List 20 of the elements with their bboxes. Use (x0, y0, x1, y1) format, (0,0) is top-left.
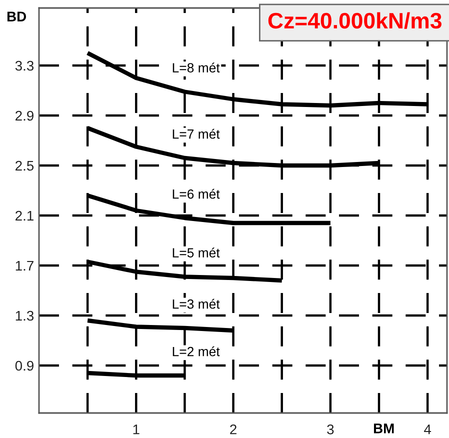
y-tick-label: 2.9 (16, 110, 34, 121)
y-tick-label: 1.3 (16, 310, 34, 321)
x-tick-label: 4 (424, 424, 432, 434)
x-tick-label: 2 (230, 424, 236, 434)
series-label: L=2 mét (172, 346, 220, 356)
y-axis-title: BD (7, 12, 26, 22)
series-label: L=6 mét (172, 188, 220, 199)
series-label: L=8 mét (172, 62, 220, 72)
series-label: L=3 mét (172, 298, 220, 309)
y-tick-label: 2.5 (16, 160, 34, 171)
y-tick-label: 2.1 (16, 210, 34, 221)
chart-title: Cz=40.000kN/m3 (268, 12, 442, 29)
series-label: L=7 mét (172, 128, 220, 139)
x-axis-title: BM (374, 424, 394, 434)
x-tick-label: 3 (327, 424, 334, 434)
x-tick-label: 1 (133, 424, 140, 434)
y-tick-label: 0.9 (15, 360, 34, 371)
series-label: L=5 mét (172, 248, 220, 258)
y-tick-label: 3.3 (15, 60, 34, 71)
y-tick-label: 1.7 (16, 260, 34, 271)
